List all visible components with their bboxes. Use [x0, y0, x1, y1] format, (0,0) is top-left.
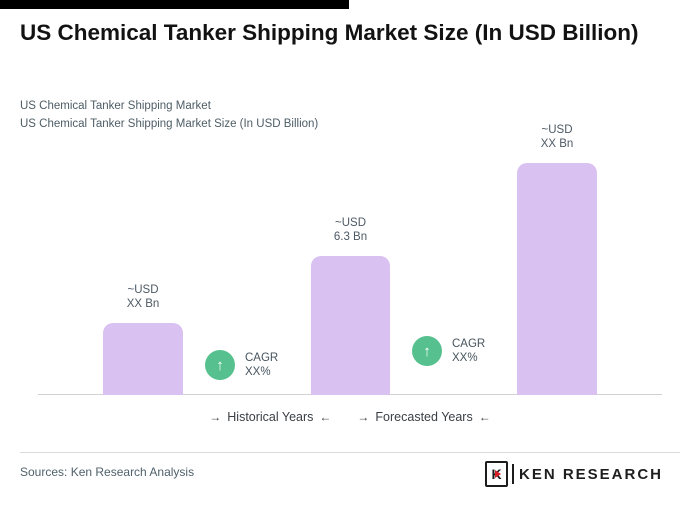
page-title: US Chemical Tanker Shipping Market Size … — [20, 20, 639, 45]
bar-label-line: ~USD — [127, 284, 159, 296]
cagr-value: XX% — [452, 352, 478, 364]
bar-forecast — [517, 163, 597, 395]
up-arrow-icon: ↑ — [412, 336, 442, 366]
axis-label-text: Historical Years — [227, 410, 314, 424]
right-arrow-icon: → — [209, 410, 222, 424]
bar-label-line: ~USD — [335, 217, 366, 229]
cagr-label: CAGR — [452, 338, 486, 350]
subtitle-line-2: US Chemical Tanker Shipping Market Size … — [20, 118, 319, 130]
left-arrow-icon: ← — [478, 410, 491, 424]
axis-label-text: Forecasted Years — [375, 410, 473, 424]
chart-subtitle: US Chemical Tanker Shipping Market US Ch… — [20, 97, 318, 133]
red-triangle-icon — [495, 470, 501, 478]
bar-value-label-forecast: ~USD XX Bn — [517, 123, 597, 151]
bar-value-label-historical: ~USD XX Bn — [103, 283, 183, 311]
logo-text: KEN RESEARCH — [519, 465, 664, 483]
bar-label-line: 6.3 Bn — [333, 231, 368, 243]
x-axis-labels: → Historical Years ← → Forecasted Years … — [38, 410, 662, 424]
cagr-label: CAGR — [245, 352, 279, 364]
bar-current — [311, 256, 390, 395]
axis-label-historical: → Historical Years ← — [209, 410, 331, 424]
bar-label-line: XX Bn — [126, 298, 160, 310]
footer-divider — [20, 452, 680, 453]
cagr-text: CAGR XX% — [245, 351, 278, 379]
ken-logo-icon: K — [485, 461, 508, 487]
bar-historical — [103, 323, 183, 395]
cagr-badge-forecast: ↑ CAGR XX% — [412, 336, 485, 366]
up-arrow-glyph: ↑ — [216, 356, 224, 374]
top-accent-bar — [0, 0, 349, 9]
right-arrow-icon: → — [357, 410, 370, 424]
source-note: Sources: Ken Research Analysis — [20, 465, 195, 479]
bar-label-line: ~USD — [541, 124, 573, 136]
subtitle-line-1: US Chemical Tanker Shipping Market — [20, 100, 211, 112]
ken-research-logo: K KEN RESEARCH — [485, 461, 663, 487]
cagr-text: CAGR XX% — [452, 337, 485, 365]
bar-label-line: XX Bn — [540, 138, 574, 150]
bar-value-label-current: ~USD 6.3 Bn — [311, 216, 390, 244]
up-arrow-icon: ↑ — [205, 350, 235, 380]
logo-divider — [512, 464, 514, 484]
up-arrow-glyph: ↑ — [423, 342, 431, 360]
left-arrow-icon: ← — [319, 410, 332, 424]
cagr-badge-historical: ↑ CAGR XX% — [205, 350, 278, 380]
axis-label-forecasted: → Forecasted Years ← — [357, 410, 490, 424]
cagr-value: XX% — [245, 366, 271, 378]
